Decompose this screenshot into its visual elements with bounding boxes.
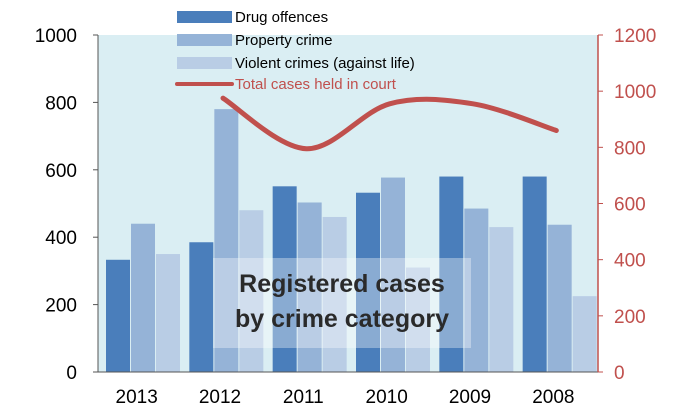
overlay-label-line-1: Registered cases [239, 270, 445, 298]
right-tick-label-800: 800 [614, 138, 646, 159]
left-tick-label-800: 800 [45, 93, 77, 114]
x-tick-label-2008: 2008 [532, 387, 574, 408]
bar-2013-series-2 [131, 223, 155, 372]
left-tick-label-200: 200 [45, 296, 77, 317]
legend-label-series-2: Property crime [235, 32, 333, 49]
right-tick-label-400: 400 [614, 251, 646, 272]
left-tick-label-400: 400 [45, 228, 77, 249]
bar-2010-series-1 [356, 192, 380, 372]
legend-swatch-series-3 [177, 57, 232, 69]
x-tick-label-2012: 2012 [199, 387, 241, 408]
x-tick-label-2013: 2013 [116, 387, 158, 408]
bar-2011-series-2 [297, 202, 322, 372]
line-total-cases [220, 95, 559, 152]
legend-label-line: Total cases held in court [235, 76, 397, 93]
bar-2012-series-3 [239, 210, 264, 372]
right-tick-label-200: 200 [614, 307, 646, 328]
left-tick-label-1000: 1000 [35, 26, 77, 47]
bar-2008-series-3 [572, 296, 597, 372]
bar-2013-series-1 [106, 259, 130, 372]
right-tick-label-0: 0 [614, 363, 625, 384]
bar-2008-series-2 [547, 224, 572, 372]
legend-swatch-series-1 [177, 11, 232, 23]
x-tick-label-2011: 2011 [283, 387, 324, 408]
right-tick-label-600: 600 [614, 195, 646, 216]
bar-2010-series-3 [406, 267, 430, 372]
right-tick-label-1200: 1200 [614, 26, 656, 47]
bar-2013-series-3 [156, 254, 180, 372]
bar-2009-series-2 [464, 208, 489, 372]
legend-swatch-series-2 [177, 34, 232, 46]
left-tick-label-0: 0 [66, 363, 77, 384]
x-tick-label-2010: 2010 [366, 387, 408, 408]
legend-label-series-3: Violent crimes (against life) [235, 55, 415, 72]
x-tick-label-2009: 2009 [449, 387, 491, 408]
bar-2011-series-1 [272, 186, 297, 372]
bar-2009-series-3 [489, 227, 514, 372]
overlay-label-box [213, 258, 471, 348]
plot-area [98, 35, 598, 372]
bar-2012-series-1 [189, 242, 214, 372]
bar-2010-series-2 [381, 177, 405, 372]
bar-2009-series-1 [439, 176, 464, 372]
bar-2008-series-1 [522, 176, 547, 372]
right-tick-label-1000: 1000 [614, 82, 656, 103]
legend-label-series-1: Drug offences [235, 9, 328, 26]
bar-2011-series-3 [322, 216, 347, 372]
overlay-label-line-2: by crime category [235, 305, 449, 333]
bar-2012-series-2 [214, 109, 239, 372]
left-tick-label-600: 600 [45, 161, 77, 182]
